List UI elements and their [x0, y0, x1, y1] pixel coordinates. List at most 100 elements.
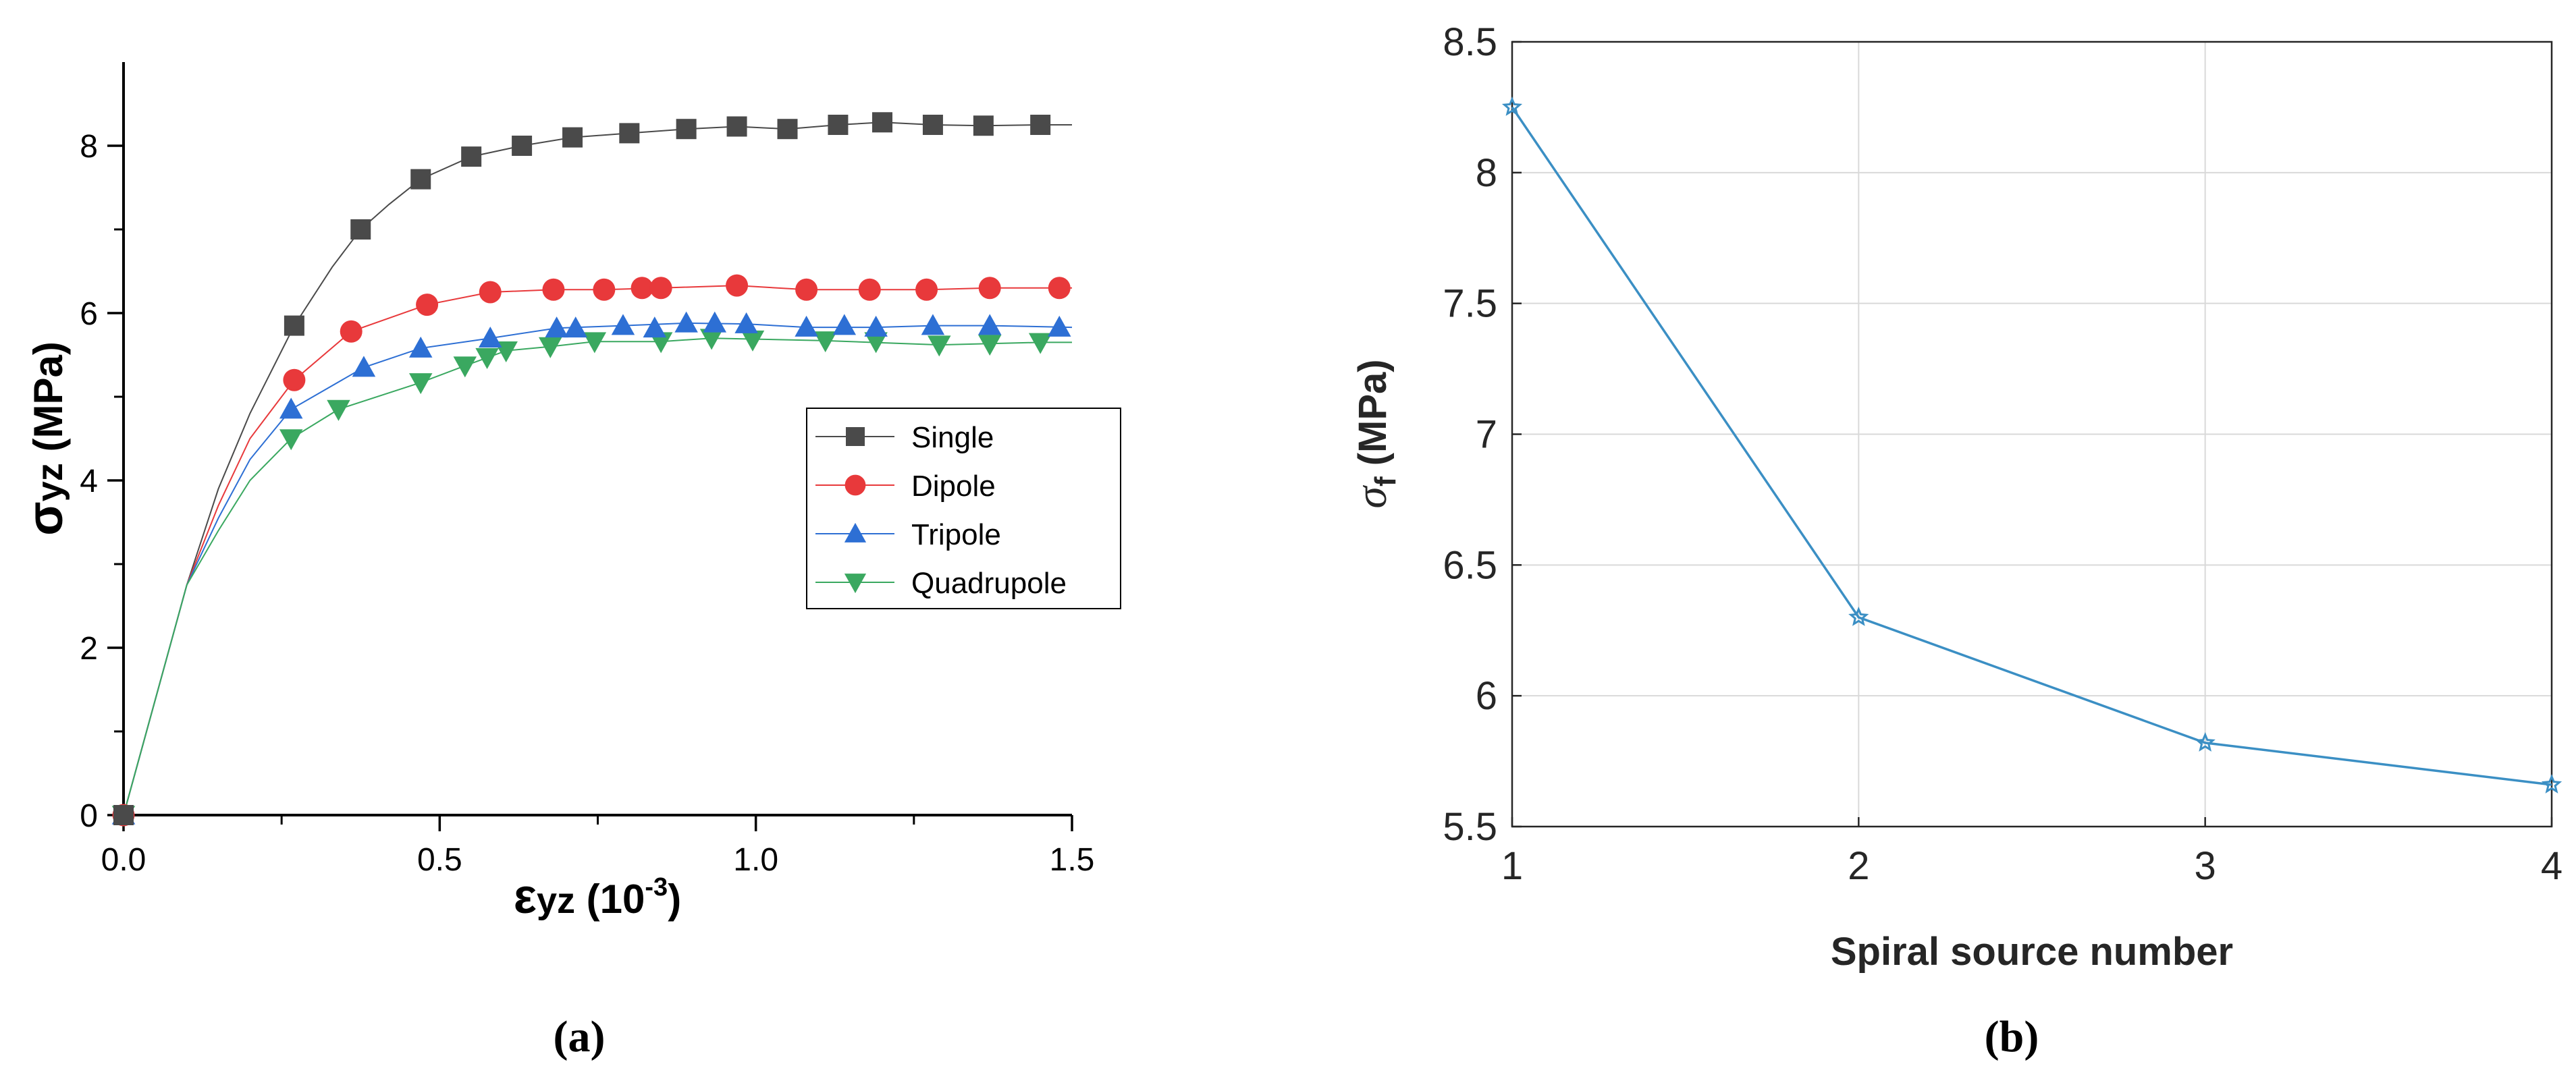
chart-b-y-tick-label: 6.5 [1443, 543, 1497, 587]
chart-a-point-tripole [611, 314, 635, 335]
chart-a-point-dipole [1048, 277, 1071, 300]
chart-b-y-label: σf (MPa) [1347, 359, 1402, 508]
chart-a-legend-label: Tripole [911, 518, 1001, 551]
chart-a-point-single [828, 115, 849, 135]
chart-a-point-quadrupole [813, 331, 837, 353]
chart-a-point-quadrupole [408, 373, 433, 395]
chart-a-point-tripole [921, 314, 945, 335]
chart-a-point-tripole [832, 314, 857, 335]
chart-a-point-quadrupole [864, 332, 888, 354]
chart-b-point [2195, 731, 2216, 752]
chart-b: 5.5 6 6.5 7 7.5 8 8.5 1 2 3 4 σf (MPa) Spiral sour… [1347, 20, 2562, 1061]
chart-a-legend: Single Dipole Tripole Quadrupole [806, 408, 1121, 609]
chart-a-point-quadrupole [279, 429, 303, 451]
chart-a-point-single [619, 123, 640, 144]
chart-a-legend-items: Single Dipole Tripole Quadrupole [815, 421, 1067, 600]
chart-a-point-single [922, 115, 943, 135]
chart-a-markers [111, 112, 1071, 827]
chart-b-point [2541, 774, 2562, 794]
chart-a-point-tripole [795, 315, 818, 337]
chart-a-point-dipole [340, 320, 363, 343]
chart-b-point [1848, 606, 1869, 626]
chart-a-y-tick-label: 8 [80, 129, 98, 165]
chart-a-point-dipole [915, 278, 938, 301]
chart-a-point-quadrupole [1028, 333, 1052, 354]
chart-b-y-tick-label: 6 [1476, 674, 1497, 718]
chart-b-point [1501, 96, 1523, 116]
chart-a-legend-marker [844, 522, 867, 542]
chart-a-point-dipole [283, 368, 306, 391]
chart-a-x-label-exp: -3 [645, 873, 668, 901]
chart-a-point-single [410, 169, 431, 190]
chart-a-point-tripole [479, 326, 502, 347]
chart-a-x-label-close: ) [668, 877, 681, 922]
chart-a-minor-ticks [114, 228, 915, 825]
chart-a-point-dipole [978, 277, 1001, 300]
chart-b-x-tick-label: 1 [1501, 844, 1523, 888]
chart-a-legend-label: Single [911, 421, 994, 454]
chart-a-legend-label: Quadrupole [911, 567, 1067, 600]
chart-b-y-tick-label: 7 [1476, 413, 1497, 457]
chart-a-point-single [350, 219, 371, 240]
chart-a-x-tick-label: 1.5 [1050, 842, 1095, 878]
chart-a-point-dipole [795, 278, 818, 301]
chart-a-panel-label: (a) [554, 1012, 606, 1061]
chart-a-y-label-sub: yz [30, 463, 70, 501]
chart-a-point-quadrupole [327, 399, 350, 421]
chart-a-point-tripole [352, 356, 376, 377]
chart-a-y-tick-label: 0 [80, 798, 98, 834]
chart-a-x-label-symbol: ε [514, 870, 537, 924]
chart-a-point-single [1030, 115, 1051, 135]
chart-a-point-dipole [630, 277, 653, 300]
chart-a-point-dipole [479, 281, 502, 304]
chart-a-x-tick-label: 0.0 [101, 842, 146, 878]
chart-a-point-single [284, 315, 304, 336]
chart-a-point-single [512, 136, 533, 156]
chart-b-panel-label: (b) [1985, 1012, 2039, 1061]
chart-a-point-single [973, 115, 994, 136]
chart-a-point-tripole [408, 336, 433, 358]
chart-a-point-single [872, 112, 892, 133]
chart-a-x-tick-label: 1.0 [733, 842, 778, 878]
chart-a-point-single [676, 119, 697, 140]
chart-a-point-single [461, 146, 482, 167]
chart-a-y-tick-label: 4 [80, 464, 98, 499]
chart-b-x-tick-label: 4 [2541, 844, 2562, 888]
chart-a-point-tripole [674, 311, 698, 333]
chart-a-legend-marker [846, 427, 865, 446]
chart-a-point-quadrupole [977, 335, 1002, 356]
chart-a-point-tripole [703, 311, 727, 333]
chart-a-point-dipole [726, 274, 749, 297]
chart-a-legend-label: Dipole [911, 470, 996, 503]
chart-a-point-tripole [864, 315, 888, 337]
chart-a-legend-marker [844, 474, 866, 496]
chart-a-point-single [113, 805, 134, 825]
chart-a-line-single [123, 121, 1072, 816]
chart-a-y-label: σyz (MPa) [17, 341, 73, 536]
chart-b-y-tick-label: 8 [1476, 151, 1497, 195]
chart-a-point-quadrupole [741, 330, 765, 352]
chart-a-point-tripole [1048, 315, 1071, 337]
chart-a-legend-marker [844, 574, 867, 594]
chart-a-ticks: 0 2 4 6 8 0.0 0.5 1.0 1.5 [80, 129, 1094, 878]
chart-a-point-quadrupole [649, 332, 673, 354]
chart-a-x-tick-label: 0.5 [417, 842, 462, 878]
chart-a-point-quadrupole [539, 337, 562, 358]
chart-b-x-label: Spiral source number [1831, 930, 2233, 974]
chart-a-point-quadrupole [453, 356, 477, 378]
chart-a-point-tripole [977, 314, 1002, 335]
chart-a-y-tick-label: 2 [80, 631, 98, 667]
chart-b-y-label-symbol: σ [1347, 485, 1396, 509]
chart-a-point-dipole [416, 294, 439, 316]
chart-a-point-dipole [858, 278, 881, 301]
chart-b-x-tick-label: 2 [1848, 844, 1869, 888]
chart-a-point-tripole [643, 316, 667, 338]
chart-a-point-quadrupole [928, 335, 951, 357]
chart-b-y-tick-label: 5.5 [1443, 805, 1497, 849]
chart-b-y-tick-label: 7.5 [1443, 282, 1497, 326]
chart-a-x-label-text: (10 [575, 877, 645, 922]
chart-a-point-tripole [545, 316, 568, 338]
chart-b-y-label-units: (MPa) [1351, 359, 1395, 476]
